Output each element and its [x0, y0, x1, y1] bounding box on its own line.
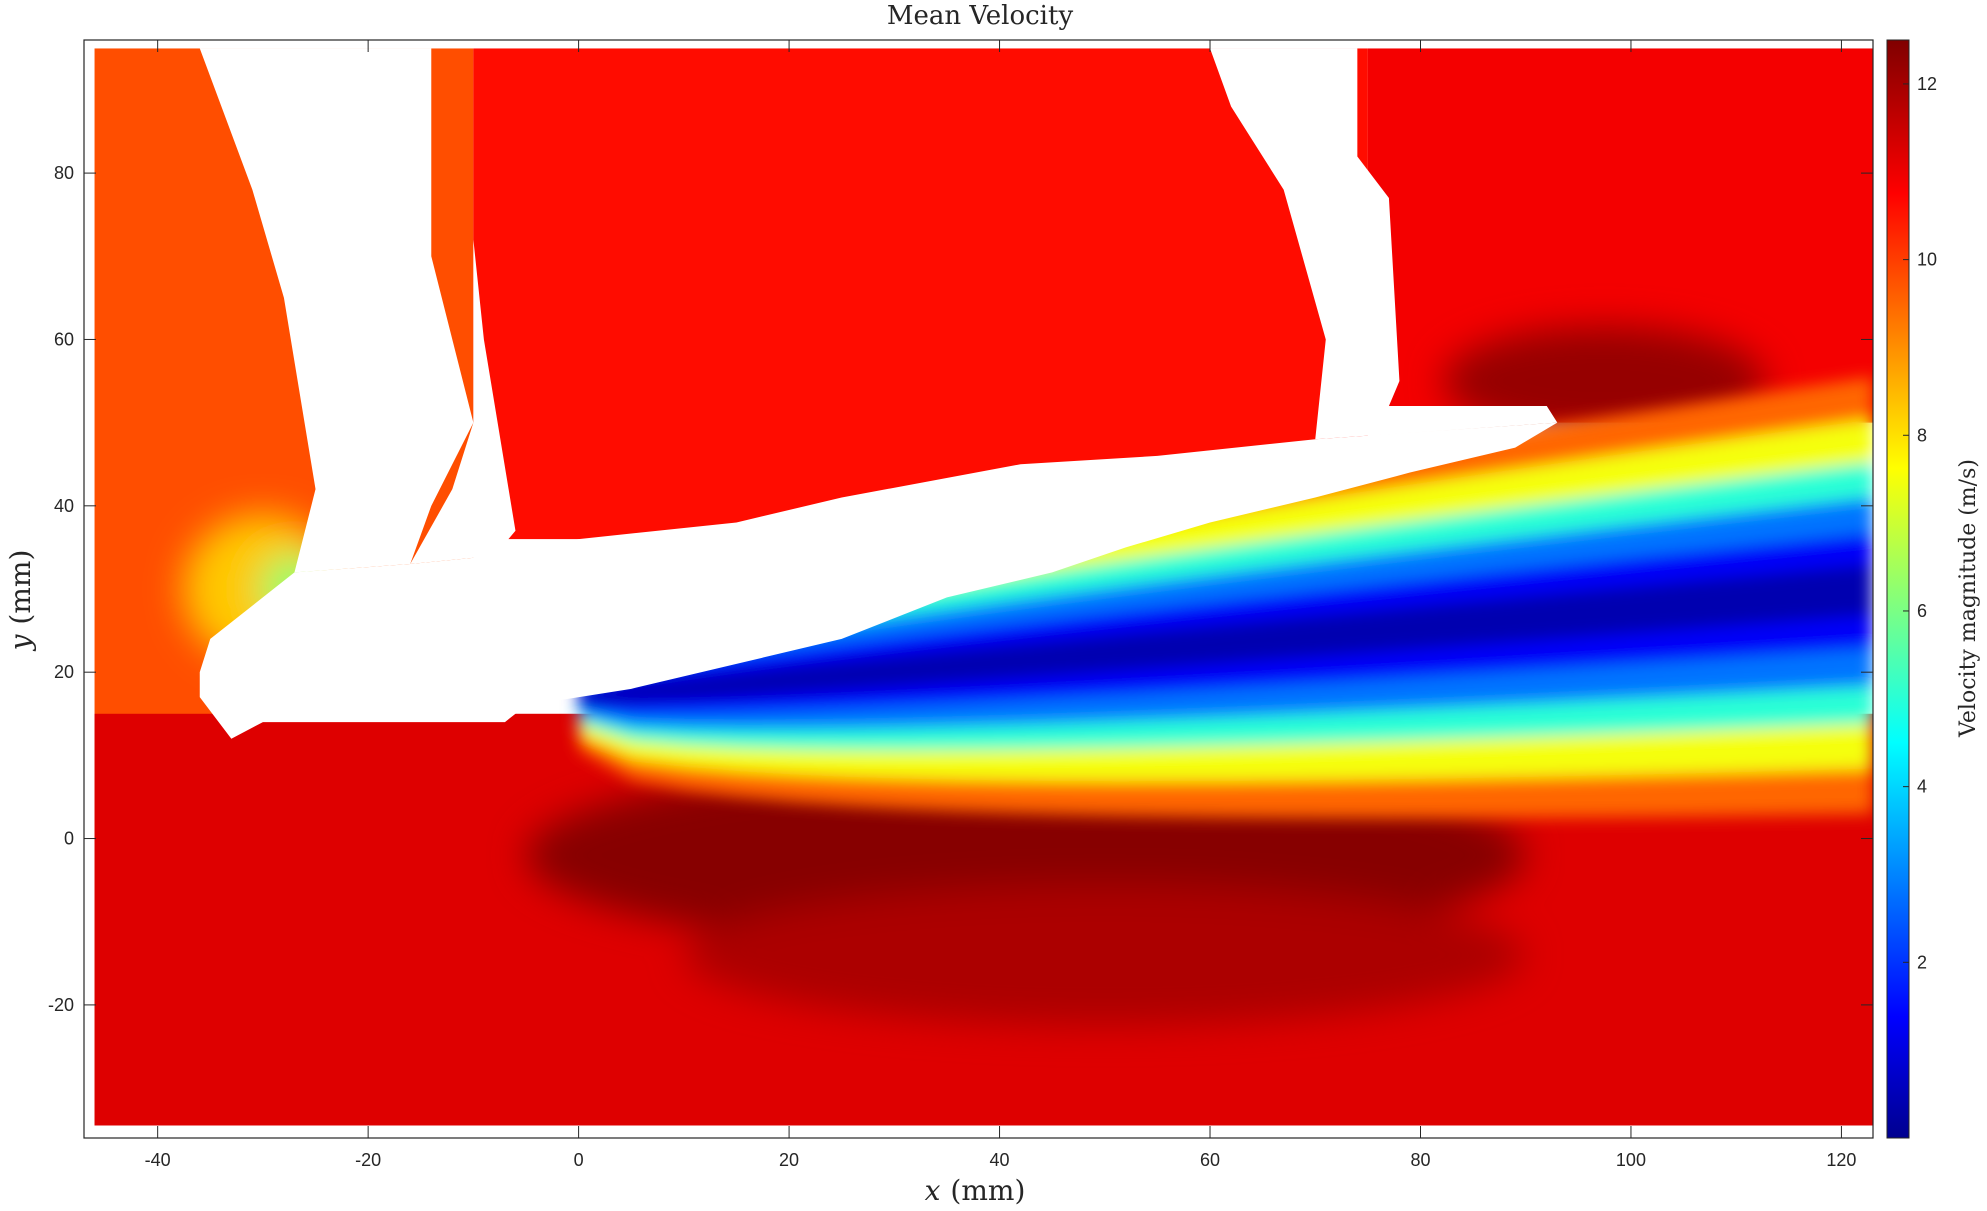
y-tick-label: 40 [54, 496, 74, 516]
x-tick-label: -40 [145, 1150, 171, 1170]
y-tick-label: -20 [48, 995, 74, 1015]
x-tick-label: 80 [1410, 1150, 1430, 1170]
x-axis-ticks: -40 -20 0 20 40 60 80 100 120 [145, 40, 1856, 1170]
masked-region-right-strut [1210, 48, 1558, 440]
chart-title: Mean Velocity [887, 1, 1074, 31]
colorbar-tick-label: 8 [1917, 425, 1927, 445]
x-tick-label: 60 [1200, 1150, 1220, 1170]
colorbar-tick-label: 10 [1917, 250, 1937, 270]
x-tick-label: 0 [574, 1150, 584, 1170]
colorbar-label: Velocity magnitude (m/s) [1956, 459, 1981, 738]
plot-area: -40 -20 0 20 40 60 80 100 120 -20 0 20 40 60 80 [48, 39, 1874, 1170]
x-tick-label: 20 [779, 1150, 799, 1170]
colorbar-tick-label: 12 [1917, 74, 1937, 94]
x-axis-var: x [925, 1174, 941, 1207]
x-tick-label: 120 [1826, 1150, 1856, 1170]
colorbar-tick-label: 2 [1917, 952, 1927, 972]
axes-box [83, 39, 1874, 1139]
x-tick-label: 100 [1616, 1150, 1646, 1170]
y-axis-var: y [4, 633, 37, 652]
y-tick-label: 80 [54, 163, 74, 183]
y-axis-ticks: -20 0 20 40 60 80 [48, 163, 1873, 1015]
colorbar-tick-label: 6 [1917, 601, 1927, 621]
colorbar-tick-label: 4 [1917, 777, 1927, 797]
masked-regions [199, 48, 1558, 739]
y-axis-unit: (mm) [4, 550, 37, 625]
x-tick-label: 40 [990, 1150, 1010, 1170]
jet-contour-band [578, 564, 1873, 704]
jet-wake [578, 376, 1873, 819]
masked-region-plate [199, 422, 1558, 739]
y-tick-label: 20 [54, 662, 74, 682]
colorbar-ticks: 2 4 6 8 10 12 [1903, 74, 1937, 972]
y-tick-label: 60 [54, 329, 74, 349]
colorbar: 2 4 6 8 10 12 [1886, 39, 1937, 1139]
high-speed-lower-band [684, 885, 1525, 1025]
x-axis-unit: (mm) [950, 1174, 1025, 1207]
x-axis-label: x (mm) [925, 1174, 1026, 1207]
masked-region-middle-strut [410, 48, 516, 565]
y-tick-label: 0 [64, 829, 74, 849]
y-axis-label: y (mm) [4, 550, 37, 653]
masked-region-left-strut [199, 48, 474, 573]
colorbar-gradient [1886, 39, 1910, 1139]
x-tick-label: -20 [355, 1150, 381, 1170]
